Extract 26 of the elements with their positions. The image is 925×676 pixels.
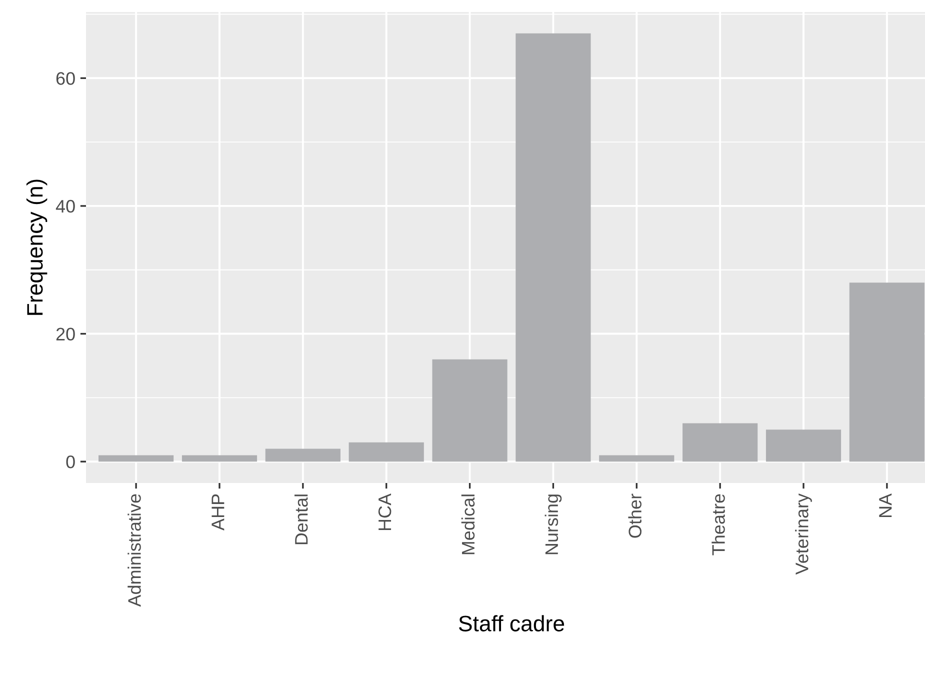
bar [849,282,924,462]
bar [432,359,508,462]
bar [682,423,758,462]
y-tick-label: 0 [66,456,75,468]
y-tick-label: 60 [56,72,75,85]
x-tick-label: Dental [294,494,308,544]
x-tick-label: Medical [461,494,475,554]
x-tick-label: Veterinary [795,493,812,575]
x-tick-label: Administrative [128,494,141,607]
bar [599,455,674,462]
x-tick-label: NA [879,493,892,518]
y-tick-label: 40 [56,200,75,213]
x-tick-label: AHP [212,494,224,531]
x-tick-label: Theatre [712,494,725,556]
bar [766,430,842,462]
bar [516,33,591,462]
y-tick-label: 20 [56,328,75,340]
bar [265,448,340,462]
x-tick-label: Nursing [544,494,562,554]
bar [182,455,258,462]
x-tick-label: Other [628,494,642,538]
bar [348,442,424,462]
bar [98,455,174,462]
y-axis-title: Frequency (n) [26,180,48,315]
x-tick-label: HCA [378,493,392,530]
x-axis-title: Staff cadre [458,615,564,632]
